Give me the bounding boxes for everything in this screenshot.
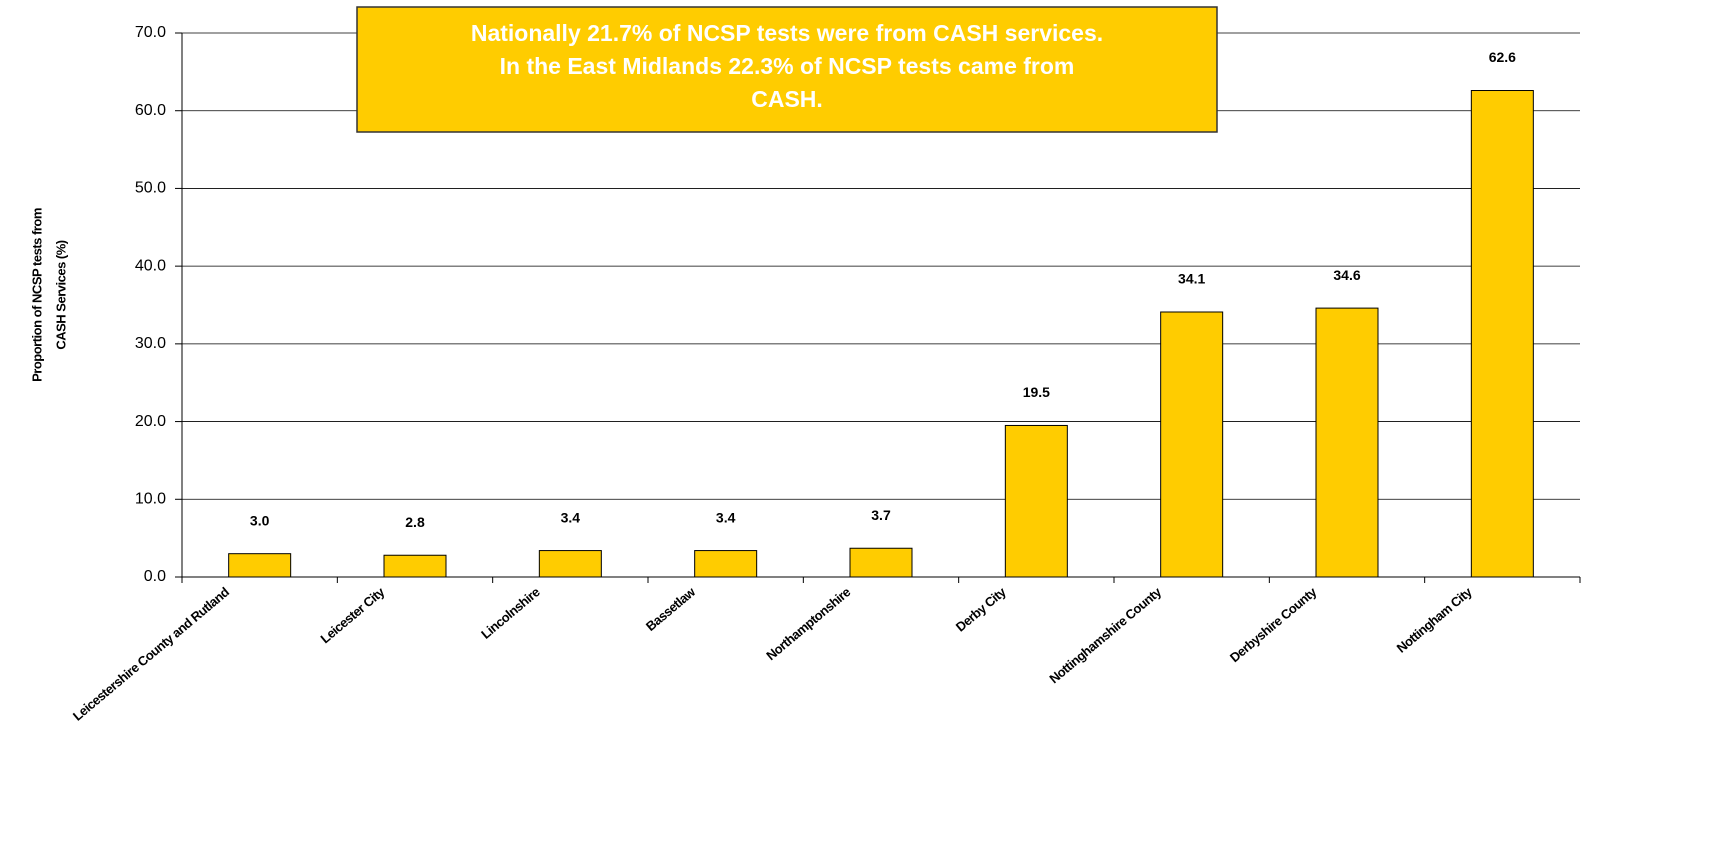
bar <box>849 547 913 578</box>
y-tick-label: 50.0 <box>135 180 166 197</box>
y-tick-label: 0.0 <box>144 568 166 585</box>
y-axis-label: CASH Services (%) <box>53 240 68 349</box>
y-tick-label: 40.0 <box>135 257 166 274</box>
value-label: 34.6 <box>1333 267 1360 283</box>
y-axis-label: Proportion of NCSP tests from <box>29 208 44 382</box>
bar <box>1004 424 1068 578</box>
value-label: 2.8 <box>405 514 425 530</box>
value-label: 62.6 <box>1489 49 1516 65</box>
y-tick-label: 30.0 <box>135 335 166 352</box>
x-tick-label: Nottingham City <box>1394 584 1476 656</box>
annotation-text: CASH. <box>751 86 823 112</box>
y-tick-label: 10.0 <box>135 491 166 508</box>
x-tick-label: Leicester City <box>318 584 389 647</box>
value-label: 19.5 <box>1023 384 1050 400</box>
annotation-text: In the East Midlands 22.3% of NCSP tests… <box>500 53 1075 79</box>
y-tick-label: 60.0 <box>135 102 166 119</box>
bar <box>1160 311 1224 578</box>
bar <box>1315 307 1379 578</box>
value-label: 3.0 <box>250 512 270 528</box>
bar <box>538 550 602 578</box>
x-tick-label: Northamptonshire <box>763 584 853 663</box>
bar <box>228 553 292 578</box>
bar <box>1470 90 1534 578</box>
value-label: 3.4 <box>716 509 736 525</box>
x-tick-label: Leicestershire County and Rutland <box>70 584 232 724</box>
y-tick-label: 20.0 <box>135 413 166 430</box>
x-tick-label: Lincolnshire <box>478 584 542 641</box>
value-label: 3.7 <box>871 507 891 523</box>
value-label: 3.4 <box>561 509 581 525</box>
annotation-text: Nationally 21.7% of NCSP tests were from… <box>471 20 1103 46</box>
y-tick-label: 70.0 <box>135 24 166 41</box>
x-tick-label: Derbyshire County <box>1227 584 1320 666</box>
value-label: 34.1 <box>1178 271 1205 287</box>
x-tick-label: Bassetlaw <box>643 584 699 634</box>
bar <box>383 554 447 578</box>
bar <box>694 550 758 578</box>
x-tick-label: Derby City <box>953 584 1010 635</box>
annotation-box <box>356 6 1218 133</box>
x-tick-label: Nottinghamshire County <box>1046 584 1164 687</box>
